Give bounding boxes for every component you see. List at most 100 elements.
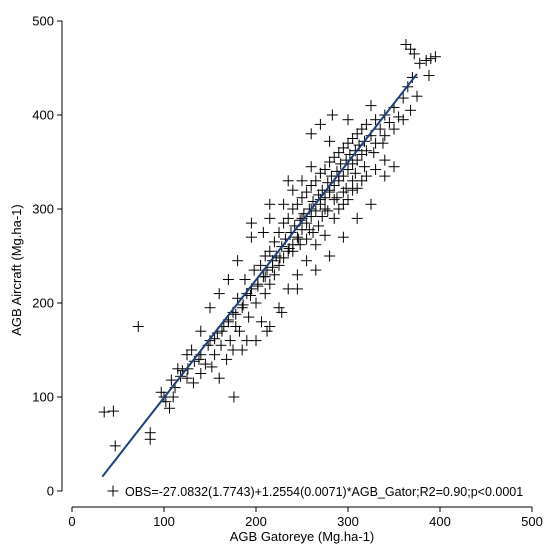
data-point <box>347 133 359 144</box>
data-point <box>351 182 363 194</box>
data-point <box>429 51 441 63</box>
data-point <box>167 391 179 403</box>
data-point <box>233 325 245 337</box>
data-point <box>337 198 349 210</box>
data-point <box>186 344 198 356</box>
data-point <box>250 335 262 347</box>
data-point <box>239 274 251 285</box>
data-point <box>370 164 382 176</box>
data-point <box>388 123 400 135</box>
data-point <box>273 302 285 314</box>
data-point <box>155 386 167 398</box>
data-point <box>274 252 286 264</box>
legend-label: OBS=-27.0832(1.7743)+1.2554(0.0071)*AGB_… <box>125 485 523 499</box>
data-point <box>425 53 437 65</box>
data-point <box>291 283 303 295</box>
data-point <box>388 161 400 173</box>
data-point <box>383 117 395 129</box>
data-point <box>216 325 228 337</box>
data-point <box>245 231 257 243</box>
data-point <box>337 186 349 198</box>
data-point <box>301 186 313 198</box>
legend: OBS=-27.0832(1.7743)+1.2554(0.0071)*AGB_… <box>107 485 523 499</box>
data-point <box>257 227 269 238</box>
data-point <box>244 289 256 301</box>
data-point <box>268 236 280 248</box>
data-point <box>374 123 386 135</box>
data-point <box>248 264 260 276</box>
x-tick-label: 100 <box>153 514 175 529</box>
data-point <box>287 184 299 196</box>
data-point <box>292 233 304 245</box>
data-point <box>356 123 368 135</box>
data-point <box>221 353 233 365</box>
data-point <box>319 203 331 215</box>
y-tick-label: 200 <box>32 296 54 311</box>
data-point <box>305 180 317 191</box>
data-point <box>264 198 276 210</box>
data-point <box>351 128 363 140</box>
data-point <box>283 242 295 254</box>
data-point <box>230 308 242 320</box>
data-point <box>359 161 371 173</box>
data-point <box>109 440 121 452</box>
data-point <box>356 175 368 187</box>
data-point <box>322 205 334 217</box>
data-point <box>282 212 294 224</box>
data-point <box>351 154 363 166</box>
data-point <box>310 264 322 276</box>
y-tick-label: 100 <box>32 390 54 405</box>
data-point <box>377 137 389 149</box>
data-point <box>301 255 313 267</box>
data-point <box>423 70 435 82</box>
data-point <box>365 198 377 210</box>
data-point <box>228 391 240 403</box>
data-point <box>331 192 343 204</box>
data-point <box>252 280 264 292</box>
data-point <box>261 325 273 337</box>
data-point <box>337 231 349 243</box>
data-point <box>182 363 194 375</box>
x-axis-title: AGB Gatoreye (Mg.ha-1) <box>230 529 375 544</box>
data-point <box>181 349 193 361</box>
data-point <box>319 229 331 241</box>
data-point <box>195 368 207 379</box>
data-point <box>250 297 262 309</box>
data-point <box>305 128 317 140</box>
data-point <box>405 104 417 116</box>
data-point <box>310 205 322 217</box>
data-point <box>227 344 239 356</box>
data-point <box>160 396 172 408</box>
data-point <box>98 406 110 418</box>
data-point <box>204 302 216 314</box>
data-point <box>342 114 354 126</box>
data-point <box>347 184 359 196</box>
data-point <box>187 377 199 389</box>
data-point <box>213 372 225 384</box>
data-point <box>132 321 144 332</box>
data-point <box>245 217 257 229</box>
fit-line-group <box>101 73 418 478</box>
data-point <box>243 311 255 323</box>
data-point <box>287 203 299 215</box>
y-axis-title: AGB Aircraft (Mg.ha-1) <box>9 204 24 335</box>
data-point <box>224 335 236 347</box>
data-point <box>164 402 176 414</box>
data-point <box>144 427 156 439</box>
data-point <box>342 164 354 176</box>
data-point <box>303 224 315 236</box>
data-point <box>222 274 234 285</box>
data-point <box>360 170 372 182</box>
data-point <box>264 245 276 257</box>
data-point <box>347 175 359 187</box>
data-point <box>324 156 336 168</box>
data-point <box>213 288 225 300</box>
data-point <box>379 170 391 182</box>
data-point <box>241 335 253 347</box>
x-tick-label: 500 <box>521 514 543 529</box>
data-point <box>379 130 391 142</box>
data-point <box>282 175 294 187</box>
data-point <box>172 363 184 375</box>
data-point <box>273 259 285 271</box>
